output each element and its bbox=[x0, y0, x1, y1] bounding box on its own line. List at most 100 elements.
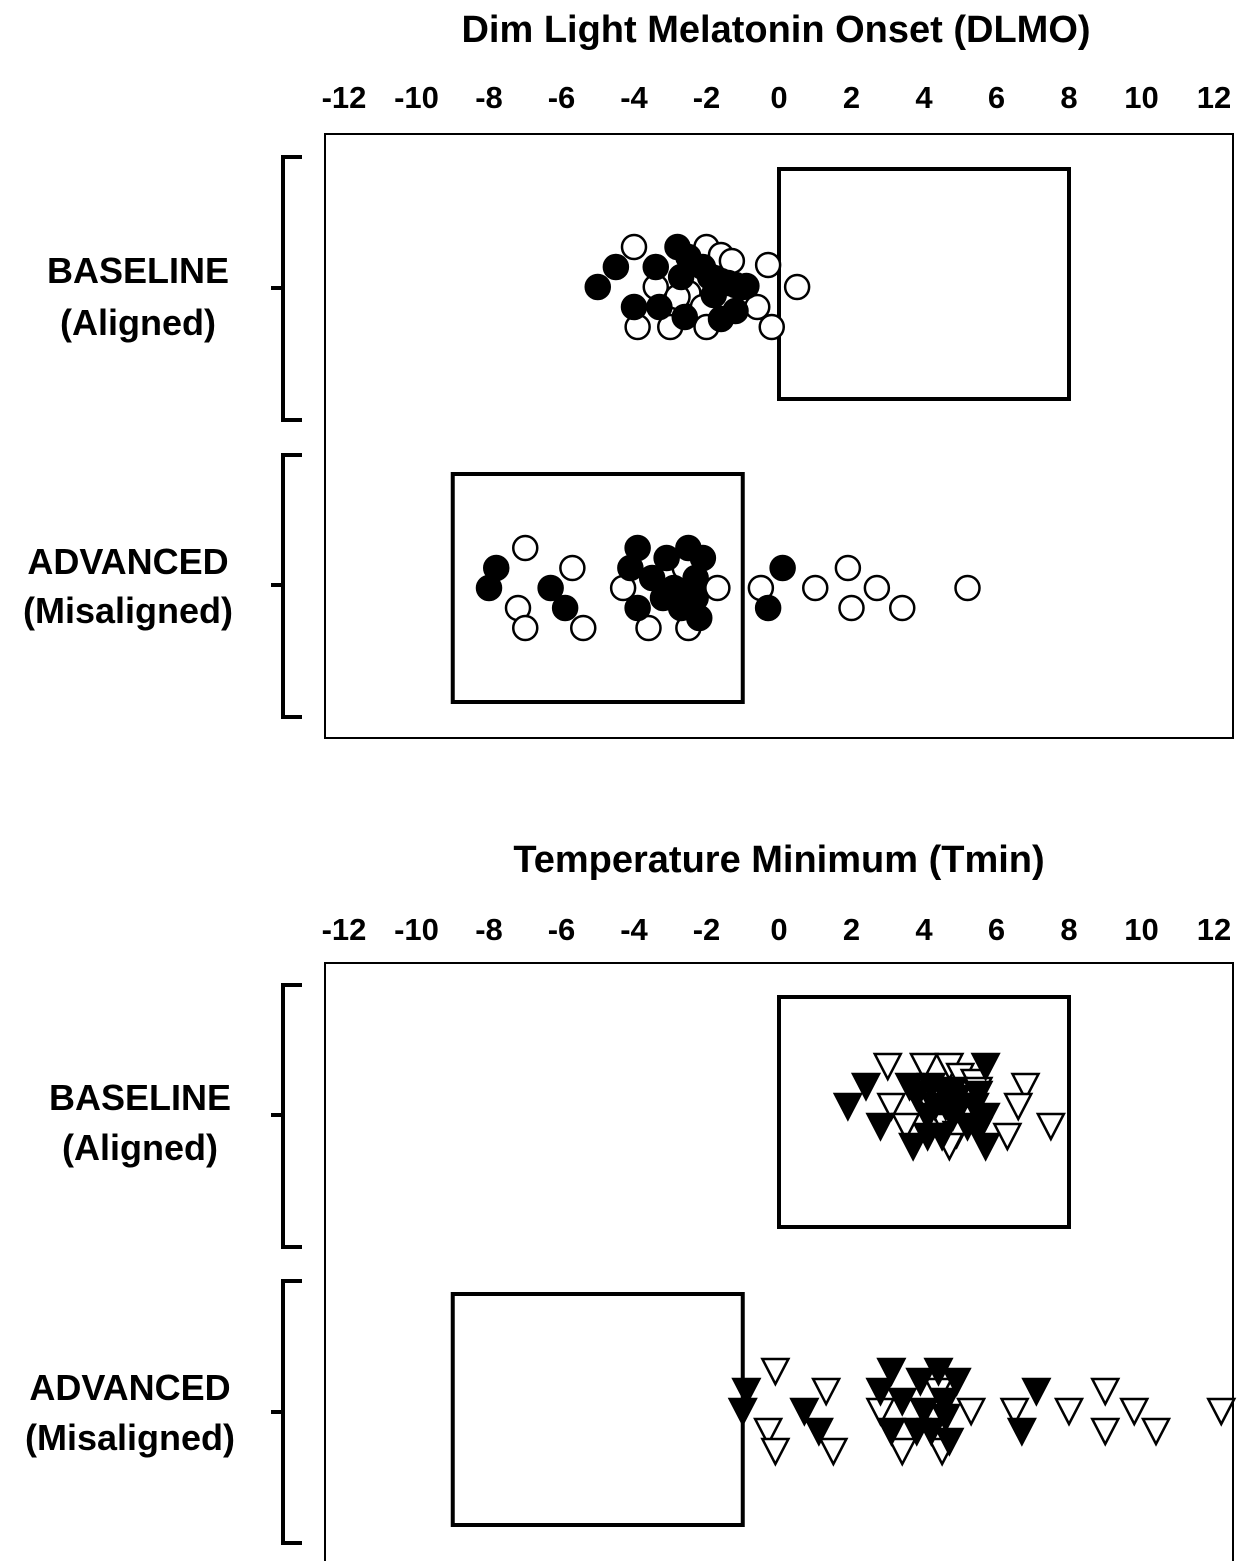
filled-circle-point bbox=[754, 594, 782, 622]
tmin-plot-frame bbox=[324, 962, 1234, 1561]
filled-circle-point bbox=[769, 554, 796, 582]
filled-circle-point bbox=[686, 604, 713, 632]
open-circle-point bbox=[783, 273, 811, 301]
filled-circle-point bbox=[617, 554, 644, 582]
open-triangle-point bbox=[1035, 1112, 1066, 1142]
filled-triangle-point bbox=[876, 1417, 907, 1447]
panel-dlmo: Dim Light Melatonin Onset (DLMO) -12 -10-… bbox=[23, 9, 1234, 739]
tmin-advanced-sublabel: (Misaligned) bbox=[25, 1417, 235, 1458]
open-circle-point bbox=[889, 594, 916, 622]
filled-circle-point bbox=[602, 253, 630, 281]
filled-triangle-point bbox=[930, 1403, 961, 1433]
filled-triangle-point bbox=[850, 1072, 882, 1102]
tmin-title: Temperature Minimum (Tmin) bbox=[513, 839, 1044, 881]
open-circle-point bbox=[559, 554, 586, 582]
open-triangle-point bbox=[1090, 1377, 1121, 1407]
open-circle-point bbox=[758, 313, 785, 341]
open-circle-point bbox=[512, 534, 539, 562]
x-tick-label: 6 bbox=[988, 912, 1005, 947]
x-tick-label: 10 bbox=[1124, 80, 1158, 115]
filled-circle-point bbox=[667, 263, 695, 291]
filled-triangle-point bbox=[927, 1122, 958, 1152]
open-circle-point bbox=[838, 594, 865, 622]
filled-triangle-point bbox=[963, 1116, 994, 1146]
open-triangle-point bbox=[908, 1052, 940, 1082]
open-circle-point bbox=[954, 574, 981, 602]
tmin-x-ticks: -12 -10 -8 -6 -4 -2 0 2 4 6 8 10 12 bbox=[322, 912, 1232, 947]
open-triangle-point bbox=[872, 1052, 903, 1082]
range-box bbox=[777, 995, 1071, 1229]
x-tick-label: -10 bbox=[394, 912, 439, 947]
filled-triangle-point bbox=[1021, 1377, 1052, 1407]
filled-triangle-point bbox=[941, 1367, 972, 1397]
filled-triangle-point bbox=[832, 1092, 863, 1122]
open-triangle-point bbox=[1053, 1397, 1085, 1427]
tmin-baseline-label: BASELINE bbox=[49, 1077, 231, 1118]
panel-tmin: Temperature Minimum (Tmin) -12 -10 -8 -6 -4-… bbox=[25, 839, 1237, 1561]
x-tick-label: -2 bbox=[693, 912, 721, 947]
filled-triangle-point bbox=[887, 1387, 918, 1417]
x-tick-label: -8 bbox=[475, 80, 503, 115]
dlmo-plot-frame bbox=[324, 133, 1234, 739]
open-triangle-point bbox=[890, 1112, 921, 1142]
filled-triangle-point bbox=[908, 1397, 940, 1427]
filled-circle-point bbox=[638, 564, 666, 592]
range-box bbox=[777, 167, 1071, 401]
x-tick-label: -8 bbox=[475, 912, 503, 947]
filled-circle-point bbox=[551, 594, 579, 622]
filled-circle-point bbox=[537, 574, 564, 602]
filled-triangle-point bbox=[970, 1052, 1001, 1082]
dlmo-advanced-sublabel: (Misaligned) bbox=[23, 590, 233, 631]
open-triangle-point bbox=[760, 1437, 791, 1467]
dlmo-range-boxes bbox=[450, 167, 1071, 704]
x-tick-label: -4 bbox=[620, 80, 648, 115]
filled-circle-point bbox=[671, 303, 698, 331]
tmin-advanced-bracket bbox=[271, 1279, 302, 1545]
x-tick-label: -4 bbox=[620, 912, 648, 947]
tmin-baseline-bracket bbox=[271, 983, 302, 1249]
dlmo-baseline-bracket bbox=[271, 155, 302, 422]
filled-circle-point bbox=[642, 253, 669, 281]
range-box bbox=[450, 1292, 745, 1527]
dlmo-advanced-label: ADVANCED bbox=[27, 541, 228, 582]
open-circle-point bbox=[570, 614, 597, 642]
filled-triangle-point bbox=[1006, 1417, 1037, 1447]
filled-triangle-point bbox=[789, 1397, 820, 1427]
filled-triangle-point bbox=[934, 1427, 965, 1457]
open-circle-point bbox=[704, 574, 731, 602]
x-tick-label: -6 bbox=[548, 80, 576, 115]
open-triangle-point bbox=[1010, 1072, 1041, 1102]
filled-circle-point bbox=[733, 272, 760, 300]
filled-triangle-point bbox=[898, 1132, 929, 1162]
dlmo-points bbox=[475, 233, 981, 642]
tmin-baseline-sublabel: (Aligned) bbox=[62, 1127, 218, 1168]
filled-circle-point bbox=[475, 574, 503, 602]
filled-triangle-point bbox=[930, 1387, 961, 1417]
filled-triangle-point bbox=[865, 1112, 896, 1142]
open-triangle-point bbox=[887, 1437, 918, 1467]
open-triangle-point bbox=[1119, 1397, 1150, 1427]
filled-triangle-point bbox=[727, 1397, 758, 1427]
filled-triangle-point bbox=[905, 1367, 936, 1397]
open-triangle-point bbox=[753, 1417, 784, 1447]
open-circle-point bbox=[754, 251, 782, 279]
x-tick-label: -2 bbox=[693, 80, 721, 115]
open-triangle-point bbox=[811, 1377, 842, 1407]
x-tick-label: 12 bbox=[1197, 912, 1231, 947]
dlmo-baseline-sublabel: (Aligned) bbox=[60, 302, 216, 343]
dlmo-advanced-bracket bbox=[271, 453, 302, 719]
open-triangle-point bbox=[876, 1092, 907, 1122]
range-box bbox=[450, 472, 745, 704]
open-circle-point bbox=[620, 233, 648, 261]
open-triangle-point bbox=[992, 1122, 1023, 1152]
x-tick-label: -12 bbox=[322, 912, 367, 947]
filled-circle-point bbox=[646, 293, 673, 321]
x-tick-label: 4 bbox=[915, 912, 933, 947]
filled-triangle-point bbox=[912, 1102, 943, 1132]
x-tick-label: 12 bbox=[1197, 80, 1231, 115]
open-triangle-point bbox=[999, 1397, 1030, 1427]
open-triangle-point bbox=[1003, 1092, 1034, 1122]
filled-triangle-point bbox=[803, 1417, 834, 1447]
x-tick-label: 0 bbox=[770, 912, 787, 947]
